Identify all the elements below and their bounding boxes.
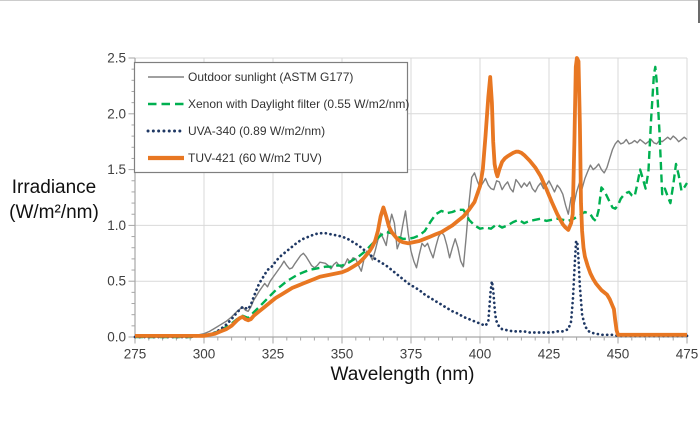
legend-box — [133, 61, 409, 174]
y-axis-title: Irradiance (W/m²/nm) — [1, 175, 107, 225]
y-tick-label: 0.5 — [107, 274, 126, 289]
x-tick-label: 475 — [676, 347, 699, 362]
page-top-border — [0, 0, 700, 1]
y-axis-title-line1: Irradiance — [11, 177, 97, 198]
x-axis-title: Wavelength (nm) — [330, 364, 475, 385]
x-tick-label: 300 — [193, 347, 216, 362]
y-tick-label: 1.0 — [107, 218, 126, 233]
legend-label-xenon-daylight-filter: Xenon with Daylight filter (0.55 W/m2/nm… — [188, 97, 409, 111]
window-edge-fragment — [698, 0, 700, 23]
x-tick-label: 450 — [607, 347, 630, 362]
legend-label-outdoor-sunlight: Outdoor sunlight (ASTM G177) — [188, 70, 353, 84]
x-tick-label: 400 — [469, 347, 492, 362]
series-line-outdoor-sunlight — [135, 135, 688, 338]
y-tick-label: 0.0 — [107, 330, 126, 345]
series-line-xenon-daylight-filter — [135, 65, 689, 339]
x-tick-label: 275 — [124, 347, 147, 362]
x-tick-label: 350 — [331, 347, 354, 362]
x-tick-label: 325 — [262, 347, 285, 362]
y-tick-label: 1.5 — [107, 162, 126, 177]
legend-label-tuv-421: TUV-421 (60 W/m2 TUV) — [188, 151, 322, 165]
x-tick-label: 375 — [400, 347, 423, 362]
y-axis-title-line2: (W/m²/nm) — [9, 202, 99, 223]
legend-label-uva-340: UVA-340 (0.89 W/m2/nm) — [188, 124, 325, 138]
y-tick-label: 2.0 — [107, 106, 126, 121]
series-line-tuv-421 — [135, 56, 687, 338]
x-tick-label: 425 — [538, 347, 561, 362]
y-tick-label: 2.5 — [107, 51, 126, 66]
